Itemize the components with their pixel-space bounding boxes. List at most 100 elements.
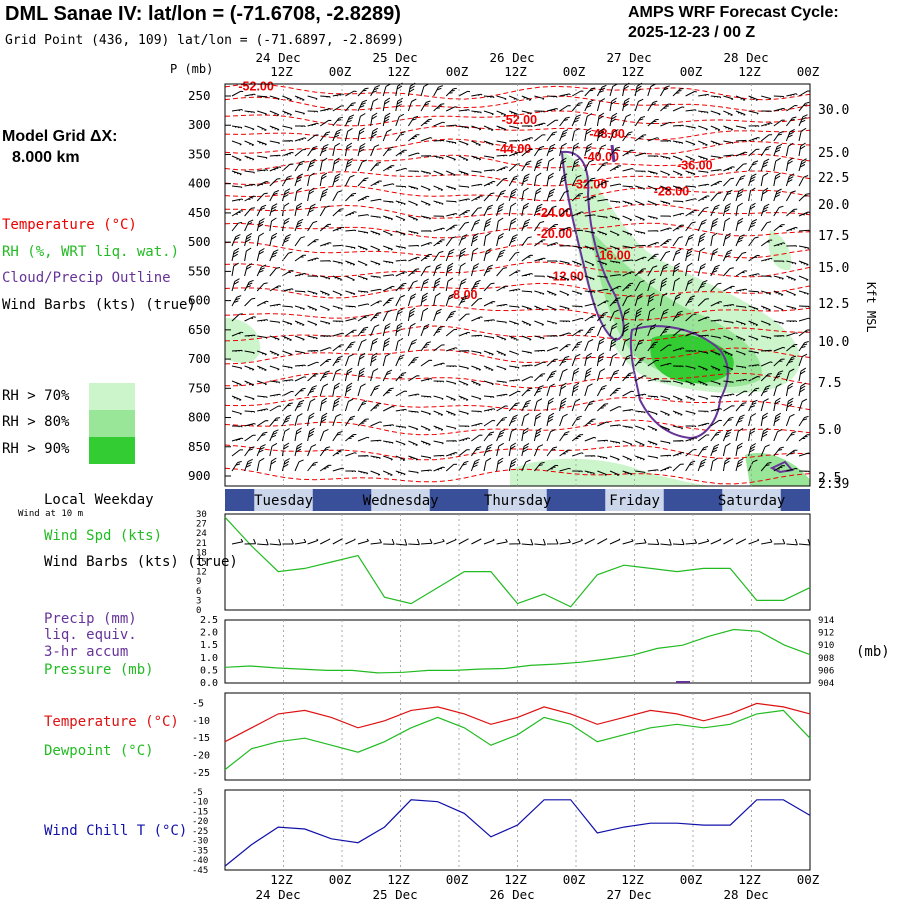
wind-barb-10m (232, 539, 243, 544)
wind-barb (635, 216, 644, 220)
wind-barb (308, 306, 317, 310)
wind-barb (245, 264, 252, 276)
wind-barb (509, 428, 516, 441)
wind-barb (459, 141, 468, 145)
wind-at-10m-label: Wind at 10 m (18, 509, 83, 519)
wind-barb (282, 403, 292, 411)
pressure-tick-label: 912 (818, 629, 834, 639)
wind-barb (610, 425, 621, 426)
wind-barb (358, 231, 368, 234)
wind-barb (723, 406, 734, 411)
pressure-tick-label: 300 (188, 117, 211, 132)
wind-barb (686, 92, 697, 97)
wind-barb (308, 462, 318, 471)
day-label: Friday (609, 493, 660, 509)
wind-barb (434, 104, 445, 111)
wind-barb (484, 141, 493, 145)
wind-barb (257, 320, 268, 322)
wind-barb-10m (358, 539, 369, 544)
wind-barb (383, 388, 394, 396)
wind-barb (522, 219, 530, 231)
wind-barb (711, 205, 720, 216)
wind-barb (547, 291, 556, 295)
wind-barb (371, 276, 381, 278)
wind-barb (560, 94, 571, 96)
wind-barb (371, 385, 380, 396)
date-label-bottom: 25 Dec (373, 887, 418, 900)
wind-barb (648, 101, 658, 111)
day-label: Saturday (718, 493, 785, 509)
wind-barb (434, 156, 444, 159)
wind-barb (623, 456, 632, 461)
time-tick-bottom: 12Z (504, 872, 527, 887)
wind-barb (749, 138, 760, 142)
wind-barb (459, 211, 470, 216)
station-title: DML Sanae IV: lat/lon = (-71.6708, -2.82… (5, 3, 401, 26)
wind-barb (660, 171, 669, 175)
wind-barb (434, 240, 445, 246)
wind-barb (761, 428, 768, 441)
wind-barb (408, 246, 418, 247)
wind-barb-10m (736, 539, 746, 544)
wind-barb (484, 193, 494, 201)
wind-barb (471, 317, 482, 321)
wind-barb (572, 306, 582, 308)
wind-barb (497, 304, 508, 306)
time-tick-top: 00Z (329, 64, 352, 79)
wind-barb (673, 441, 683, 442)
wind-barb (673, 396, 682, 400)
wind-barb (308, 111, 318, 112)
wind-barb (471, 141, 480, 146)
wind-barb (698, 248, 705, 261)
wind-barb (282, 152, 293, 156)
wind-barb (421, 360, 432, 366)
wind-barb (295, 126, 305, 127)
wind-barb (408, 394, 419, 396)
wind-barb (270, 204, 277, 216)
wind-barb (358, 114, 365, 127)
wind-barb (509, 176, 518, 186)
wind-barb (396, 98, 403, 111)
wind-barb (257, 366, 266, 371)
wind-barb (673, 201, 683, 203)
wind-barb (320, 261, 330, 262)
wind-barb (597, 338, 604, 351)
wind-barb (471, 447, 481, 456)
wind-barb (509, 391, 520, 396)
wind-barb (635, 186, 645, 190)
wind-speed-label: Wind Spd (kts) (44, 528, 162, 544)
wind-barb (585, 327, 595, 336)
wind-barb (320, 371, 330, 381)
wind-barb (446, 88, 457, 96)
wind-barb (547, 96, 557, 98)
wind-barb (572, 291, 582, 295)
pressure-tick-label: 500 (188, 234, 211, 249)
wind-barb (686, 248, 693, 261)
wind-barb-10m (597, 539, 607, 544)
wind-barb-10m (723, 539, 733, 544)
wind-barb (421, 201, 430, 205)
wind-barb (471, 335, 481, 337)
wind-barb (648, 120, 659, 127)
wind-barb (245, 126, 255, 130)
wind-barb (295, 255, 306, 261)
wind-barb (610, 370, 619, 381)
day-label: Tuesday (254, 493, 313, 509)
wind-barb (383, 166, 394, 171)
wind-barb (484, 458, 491, 471)
wind-barb (648, 243, 659, 247)
wind-barb-10m (761, 539, 772, 544)
wind-barb (371, 369, 378, 381)
wind-barb (610, 388, 621, 396)
wind-barb (270, 458, 277, 471)
wind-barb (383, 354, 390, 367)
precip-tick-label: 1.5 (200, 640, 218, 651)
wind-barb (245, 111, 255, 113)
wind-barb (257, 381, 267, 385)
wind-barb (623, 426, 633, 428)
wind-chill-tick-label: -35 (192, 846, 208, 856)
wind-barb (270, 406, 281, 411)
wind-barb (320, 291, 329, 295)
height-tick-label: 30.0 (818, 103, 849, 118)
wind-barb (597, 404, 608, 411)
